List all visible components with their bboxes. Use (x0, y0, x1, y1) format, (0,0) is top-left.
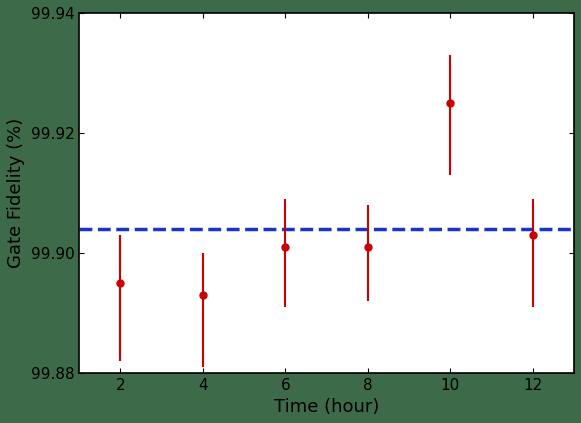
X-axis label: Time (hour): Time (hour) (274, 398, 379, 416)
Y-axis label: Gate Fidelity (%): Gate Fidelity (%) (7, 118, 25, 268)
